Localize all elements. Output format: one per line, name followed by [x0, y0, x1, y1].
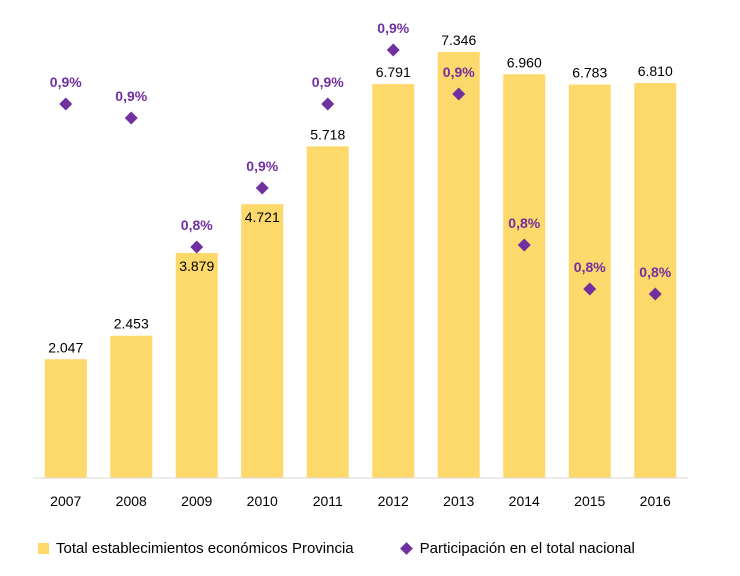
- participation-label-2012: 0,9%: [377, 20, 409, 36]
- bar-value-label-2016: 6.810: [638, 63, 673, 79]
- participation-marker-2008: [124, 111, 138, 125]
- bar-2013: [437, 51, 480, 478]
- bar-2014: [503, 74, 546, 478]
- x-tick-2012: 2012: [378, 493, 409, 509]
- x-tick-labels: 2007 2008 2009 2010 2011 2012 2013 2014 2015 2016: [50, 493, 671, 509]
- legend-label-participacion: Participación en el total nacional: [419, 539, 635, 557]
- participation-marker-2013: [452, 87, 466, 101]
- bar-2007: [44, 359, 87, 478]
- bar-2008: [110, 335, 153, 478]
- bar-2010: [241, 204, 284, 478]
- bar-value-label-2011: 5.718: [310, 126, 345, 142]
- bar-2016: [634, 83, 677, 479]
- x-tick-2010: 2010: [247, 493, 278, 509]
- x-tick-2014: 2014: [509, 493, 540, 509]
- participation-label-2011: 0,9%: [312, 74, 344, 90]
- participation-label-2010: 0,9%: [246, 158, 278, 174]
- participation-marker-2007: [59, 97, 73, 111]
- participation-marker-2011: [321, 97, 335, 111]
- bar-value-label-2010: 4.721: [245, 209, 280, 225]
- x-tick-2009: 2009: [181, 493, 212, 509]
- bar-value-label-2014: 6.960: [507, 54, 542, 70]
- bar-chart: 2.047 2.453 3.879 4.721 5.718 6.791 7.346 6.960…: [33, 20, 688, 509]
- legend-item-establecimientos: Total establecimientos económicos Provin…: [38, 540, 354, 557]
- bar-value-label-2009: 3.879: [179, 258, 214, 274]
- participation-marker-2009: [190, 240, 204, 254]
- participation-markers: [59, 43, 662, 301]
- legend-bar-swatch: [38, 542, 49, 554]
- x-tick-2015: 2015: [574, 493, 605, 509]
- legend: Total establecimientos económicos Provin…: [38, 536, 718, 560]
- bar-2015: [568, 84, 611, 478]
- x-tick-2011: 2011: [313, 493, 343, 509]
- participation-label-2007: 0,9%: [50, 74, 82, 90]
- participation-label-2016: 0,8%: [639, 264, 671, 280]
- x-tick-2008: 2008: [116, 493, 147, 509]
- bar-value-label-2012: 6.791: [376, 64, 411, 80]
- x-tick-2016: 2016: [640, 493, 671, 509]
- bar-value-label-2008: 2.453: [114, 316, 149, 332]
- participation-label-2013: 0,9%: [443, 64, 475, 80]
- participation-label-2015: 0,8%: [574, 259, 606, 275]
- legend-item-participacion: Participación en el total nacional: [399, 539, 635, 557]
- bar-2011: [306, 146, 349, 478]
- bar-2009: [175, 253, 218, 478]
- x-tick-2007: 2007: [50, 493, 81, 509]
- participation-marker-2012: [386, 43, 400, 57]
- legend-label-establecimientos: Total establecimientos económicos Provin…: [56, 539, 354, 557]
- participation-labels: 0,9% 0,9% 0,8% 0,9% 0,9% 0,9% 0,9% 0,8% 0,8% 0,8%: [50, 20, 672, 280]
- participation-label-2014: 0,8%: [508, 215, 540, 231]
- bar-value-labels: 2.047 2.453 3.879 4.721 5.718 6.791 7.346 6.960…: [48, 32, 673, 355]
- legend-diamond-swatch: [399, 541, 413, 555]
- participation-label-2008: 0,9%: [115, 88, 147, 104]
- bar-value-label-2015: 6.783: [572, 65, 607, 81]
- participation-marker-2014: [517, 238, 531, 252]
- participation-label-2009: 0,8%: [181, 217, 213, 233]
- participation-marker-2010: [255, 181, 269, 195]
- bars-group: [44, 51, 677, 479]
- bar-value-label-2013: 7.346: [441, 32, 476, 48]
- participation-marker-2016: [648, 287, 662, 301]
- bar-value-label-2007: 2.047: [48, 339, 83, 355]
- x-tick-2013: 2013: [443, 493, 474, 509]
- bar-2012: [372, 84, 415, 478]
- participation-marker-2015: [583, 282, 597, 296]
